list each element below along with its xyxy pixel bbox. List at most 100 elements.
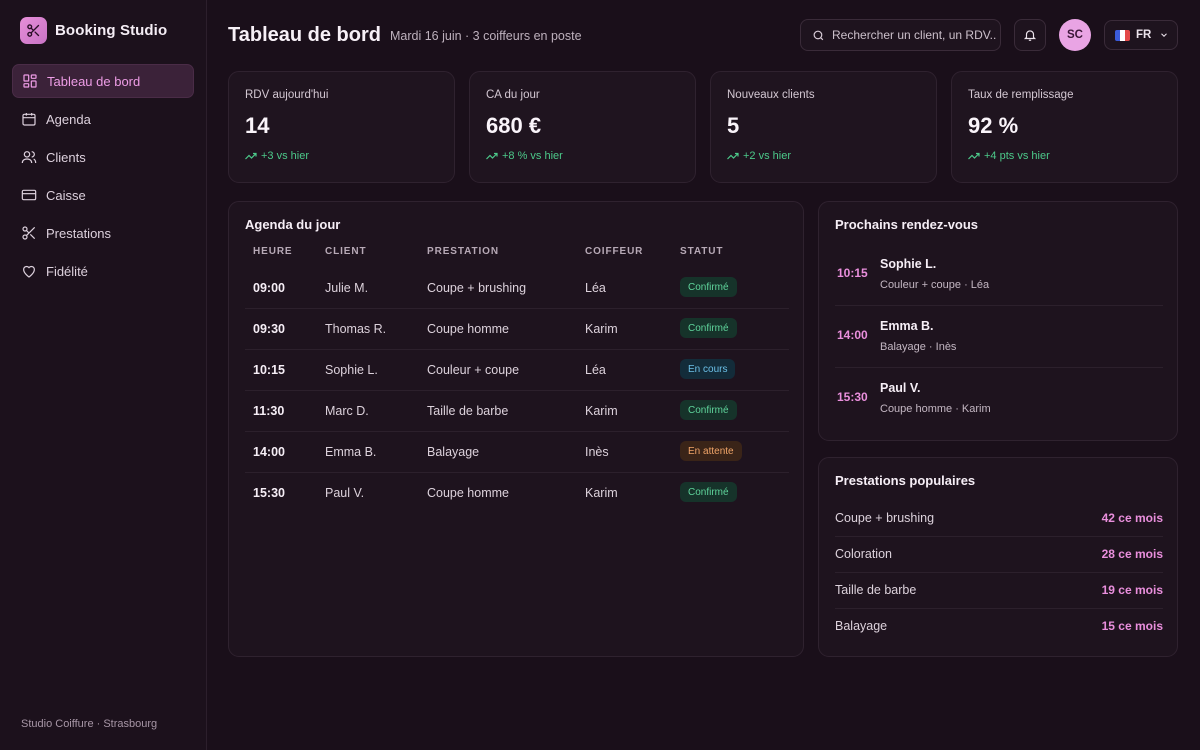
cell-service: Coupe homme bbox=[427, 486, 509, 500]
service-count: 42 ce mois bbox=[1101, 511, 1163, 525]
column-header-status[interactable]: STATUT bbox=[680, 246, 724, 257]
cell-stylist: Léa bbox=[585, 281, 606, 295]
sidebar-item-dashboard[interactable]: Tableau de bord bbox=[12, 64, 194, 98]
column-header-time[interactable]: HEURE bbox=[253, 246, 293, 257]
appointment-client: Emma B. bbox=[880, 319, 934, 333]
table-row[interactable]: 11:30 Marc D. Taille de barbe Karim Confirmé bbox=[245, 391, 789, 432]
popular-services-panel: Prestations populaires Coupe + brushing 4… bbox=[818, 457, 1178, 657]
list-item[interactable]: Balayage 15 ce mois bbox=[835, 609, 1163, 645]
status-badge: Confirmé bbox=[680, 318, 737, 338]
credit-card-icon bbox=[21, 187, 37, 203]
status-badge: Confirmé bbox=[680, 277, 737, 297]
panel-title: Agenda du jour bbox=[245, 217, 341, 232]
upcoming-appointment[interactable]: 10:15 Sophie L. Couleur + coupe · Léa bbox=[835, 244, 1163, 306]
users-icon bbox=[21, 149, 37, 165]
sidebar-nav: Tableau de bord Agenda Clients Caisse Pr… bbox=[12, 64, 194, 292]
service-count: 28 ce mois bbox=[1101, 547, 1163, 561]
page-subtitle: Mardi 16 juin · 3 coiffeurs en poste bbox=[390, 29, 582, 43]
service-count: 19 ce mois bbox=[1101, 583, 1163, 597]
language-selector[interactable]: FR bbox=[1104, 20, 1178, 50]
scissors-icon bbox=[21, 225, 37, 241]
table-row[interactable]: 15:30 Paul V. Coupe homme Karim Confirmé bbox=[245, 473, 789, 514]
sidebar-item-label: Fidélité bbox=[46, 263, 88, 279]
upcoming-appointment[interactable]: 15:30 Paul V. Coupe homme · Karim bbox=[835, 368, 1163, 430]
chevron-down-icon bbox=[1159, 30, 1169, 40]
stat-card-new-clients[interactable]: Nouveaux clients 5 +2 vs hier bbox=[710, 71, 937, 183]
service-name: Balayage bbox=[835, 619, 888, 633]
cell-client: Julie M. bbox=[325, 281, 369, 295]
status-badge: Confirmé bbox=[680, 482, 737, 502]
notifications-button[interactable] bbox=[1014, 19, 1046, 51]
list-item[interactable]: Taille de barbe 19 ce mois bbox=[835, 573, 1163, 609]
sidebar-item-fidelite[interactable]: Fidélité bbox=[12, 254, 194, 288]
table-row[interactable]: 09:00 Julie M. Coupe + brushing Léa Confirmé bbox=[245, 268, 789, 309]
table-row[interactable]: 14:00 Emma B. Balayage Inès En attente bbox=[245, 432, 789, 473]
heart-icon bbox=[21, 263, 37, 279]
column-header-stylist[interactable]: COIFFEUR bbox=[585, 246, 644, 257]
status-badge: En attente bbox=[680, 441, 742, 461]
calendar-icon bbox=[21, 111, 37, 127]
cell-stylist: Léa bbox=[585, 363, 606, 377]
appointment-time: 15:30 bbox=[837, 390, 868, 404]
panel-title: Prochains rendez-vous bbox=[835, 217, 979, 232]
sidebar-item-agenda[interactable]: Agenda bbox=[12, 102, 194, 136]
service-count: 15 ce mois bbox=[1101, 619, 1163, 633]
stat-label: Nouveaux clients bbox=[727, 89, 815, 101]
stat-delta: +3 vs hier bbox=[245, 150, 309, 162]
list-item[interactable]: Coupe + brushing 42 ce mois bbox=[835, 501, 1163, 537]
user-avatar[interactable]: SC bbox=[1059, 19, 1091, 51]
cell-service: Coupe homme bbox=[427, 322, 509, 336]
table-row[interactable]: 10:15 Sophie L. Couleur + coupe Léa En cours bbox=[245, 350, 789, 391]
page-title: Tableau de bord bbox=[228, 24, 381, 46]
sidebar-item-caisse[interactable]: Caisse bbox=[12, 178, 194, 212]
cell-time: 09:00 bbox=[253, 281, 285, 295]
sidebar: Booking Studio Tableau de bord Agenda Cl… bbox=[0, 0, 207, 750]
appointment-client: Paul V. bbox=[880, 381, 921, 395]
sidebar-item-prestations[interactable]: Prestations bbox=[12, 216, 194, 250]
stat-card-fill-rate[interactable]: Taux de remplissage 92 % +4 pts vs hier bbox=[951, 71, 1178, 183]
list-item[interactable]: Coloration 28 ce mois bbox=[835, 537, 1163, 573]
appointment-detail: Balayage · Inès bbox=[880, 341, 957, 353]
stat-value: 92 % bbox=[968, 113, 1019, 138]
stat-label: RDV aujourd'hui bbox=[245, 89, 329, 101]
sidebar-item-clients[interactable]: Clients bbox=[12, 140, 194, 174]
appointment-time: 14:00 bbox=[837, 328, 868, 342]
sidebar-item-label: Clients bbox=[46, 149, 86, 165]
stat-delta: +2 vs hier bbox=[727, 150, 791, 162]
service-name: Coupe + brushing bbox=[835, 511, 935, 525]
table-row[interactable]: 09:30 Thomas R. Coupe homme Karim Confirmé bbox=[245, 309, 789, 350]
panel-title: Prestations populaires bbox=[835, 473, 976, 488]
column-header-client[interactable]: CLIENT bbox=[325, 246, 367, 257]
cell-client: Sophie L. bbox=[325, 363, 378, 377]
cell-service: Balayage bbox=[427, 445, 480, 459]
app-name: Booking Studio bbox=[55, 22, 168, 39]
salon-footer: Studio Coiffure · Strasbourg bbox=[21, 718, 158, 730]
search-box[interactable] bbox=[800, 19, 1001, 51]
stat-label: CA du jour bbox=[486, 89, 540, 101]
cell-stylist: Karim bbox=[585, 486, 618, 500]
trend-up-icon bbox=[245, 152, 257, 160]
stat-card-revenue[interactable]: CA du jour 680 € +8 % vs hier bbox=[469, 71, 696, 183]
status-badge: En cours bbox=[680, 359, 736, 379]
column-header-service[interactable]: PRESTATION bbox=[427, 246, 499, 257]
cell-stylist: Karim bbox=[585, 322, 618, 336]
cell-stylist: Inès bbox=[585, 445, 609, 459]
search-input[interactable] bbox=[832, 28, 997, 42]
sidebar-item-label: Tableau de bord bbox=[47, 73, 141, 89]
cell-time: 09:30 bbox=[253, 322, 285, 336]
cell-time: 15:30 bbox=[253, 486, 285, 500]
brand[interactable]: Booking Studio bbox=[20, 17, 167, 44]
stat-delta: +8 % vs hier bbox=[486, 150, 563, 162]
sidebar-item-label: Caisse bbox=[46, 187, 86, 203]
agenda-panel: Agenda du jour HEURE CLIENT PRESTATION C… bbox=[228, 201, 804, 657]
cell-client: Paul V. bbox=[325, 486, 365, 500]
stat-delta: +4 pts vs hier bbox=[968, 150, 1050, 162]
cell-service: Coupe + brushing bbox=[427, 281, 527, 295]
stat-card-appointments[interactable]: RDV aujourd'hui 14 +3 vs hier bbox=[228, 71, 455, 183]
cell-client: Emma B. bbox=[325, 445, 377, 459]
upcoming-appointment[interactable]: 14:00 Emma B. Balayage · Inès bbox=[835, 306, 1163, 368]
appointment-time: 10:15 bbox=[837, 266, 868, 280]
appointment-detail: Couleur + coupe · Léa bbox=[880, 279, 990, 291]
status-badge: Confirmé bbox=[680, 400, 737, 420]
sidebar-item-label: Agenda bbox=[46, 111, 91, 127]
